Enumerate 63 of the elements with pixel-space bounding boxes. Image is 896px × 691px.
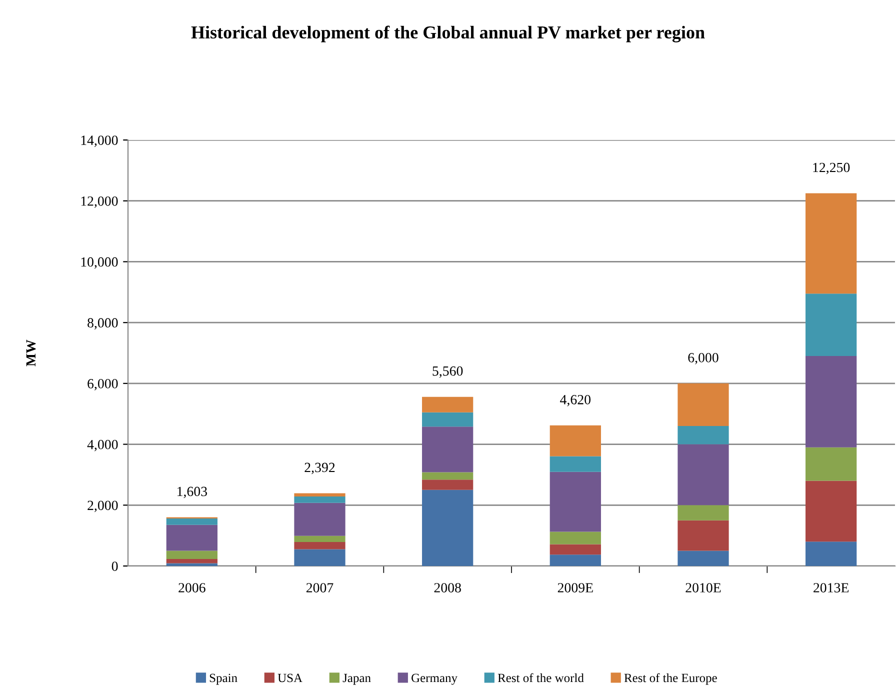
bar <box>806 356 857 448</box>
total-label: 12,250 <box>813 162 850 174</box>
y-axis-title: MW <box>26 340 36 366</box>
y-tick-label: 10,000 <box>81 257 118 269</box>
bar <box>294 496 346 503</box>
total-label: 4,620 <box>560 394 591 406</box>
y-tick-label: 6,000 <box>88 379 118 390</box>
bar <box>550 544 601 555</box>
bar <box>422 472 474 480</box>
bar <box>294 502 346 536</box>
legend-label: Rest of the world <box>498 673 584 682</box>
bar <box>422 426 474 472</box>
bar <box>422 480 474 490</box>
bar <box>166 518 218 525</box>
bar <box>422 490 474 566</box>
y-tick-label: 4,000 <box>87 440 118 452</box>
bar <box>806 480 857 542</box>
bar <box>550 532 601 544</box>
bar <box>678 520 729 551</box>
bar <box>678 444 729 506</box>
x-tick-label: 2006 <box>178 583 206 592</box>
legend-label: Germany <box>412 674 458 685</box>
bar <box>806 447 857 481</box>
y-tick-label: 0 <box>112 562 118 571</box>
bar <box>294 549 346 566</box>
y-tick-label: 14,000 <box>81 136 118 147</box>
bar <box>678 550 729 566</box>
bar <box>294 542 346 550</box>
bar <box>678 383 729 426</box>
bar <box>550 425 601 456</box>
total-label: 6,000 <box>688 352 718 364</box>
bar <box>678 505 729 520</box>
legend-label: Rest of the Europe <box>624 673 717 685</box>
total-label: 2,392 <box>304 462 335 474</box>
bar <box>806 542 857 566</box>
chart-title: Historical development of the Global annual PV market per region <box>191 26 705 42</box>
x-tick-label: 2009E <box>558 583 593 592</box>
bar <box>166 550 218 559</box>
total-label: 1,603 <box>178 486 207 498</box>
bar <box>422 396 474 412</box>
bar <box>422 412 474 427</box>
y-tick-label: 12,000 <box>81 196 118 208</box>
bar <box>550 472 601 532</box>
legend-label: Japan <box>342 674 371 685</box>
bar <box>678 426 729 444</box>
bar <box>806 193 857 294</box>
bar <box>550 456 601 472</box>
bar <box>294 536 346 542</box>
bar <box>550 554 601 566</box>
legend-label: Spain <box>210 674 238 685</box>
total-label: 5,560 <box>432 366 463 378</box>
bar <box>806 294 857 356</box>
bar <box>166 559 218 564</box>
x-tick-label: 2007 <box>306 583 334 592</box>
y-tick-label: 2,000 <box>88 500 118 512</box>
x-tick-label: 2008 <box>434 583 461 592</box>
bar <box>294 493 346 497</box>
x-tick-label: 2010E <box>686 583 721 592</box>
bar <box>166 563 218 566</box>
bar <box>166 524 218 551</box>
x-tick-label: 2013E <box>814 583 849 592</box>
legend-label: USA <box>278 674 302 682</box>
y-tick-label: 8,000 <box>88 318 118 330</box>
